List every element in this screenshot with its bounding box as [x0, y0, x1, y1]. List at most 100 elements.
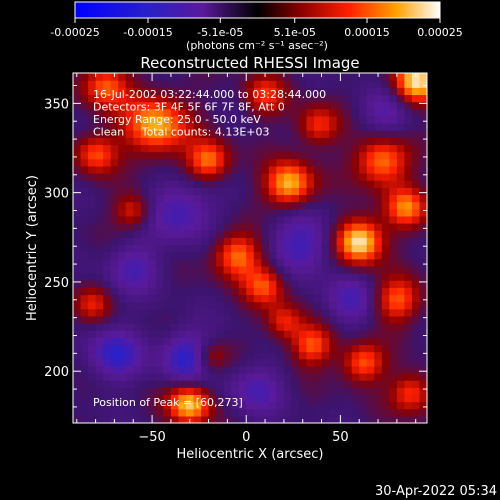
heatmap-cell — [73, 130, 82, 138]
heatmap-cell — [201, 108, 210, 117]
heatmap-cell — [133, 137, 142, 146]
heatmap-cell — [359, 201, 368, 210]
heatmap-cell — [193, 87, 202, 96]
heatmap-cell — [411, 215, 421, 224]
heatmap-cell — [404, 408, 413, 417]
heatmap-cell — [178, 201, 187, 210]
heatmap-cell — [155, 215, 164, 224]
heatmap-cell — [118, 123, 127, 131]
heatmap-cell — [103, 215, 112, 224]
heatmap-cell — [223, 187, 232, 196]
heatmap-cell — [170, 330, 180, 338]
heatmap-cell — [170, 365, 180, 374]
heatmap-cell — [276, 408, 285, 417]
heatmap-cell — [321, 230, 330, 238]
heatmap-cell — [148, 144, 157, 153]
heatmap-cell — [88, 315, 97, 324]
heatmap-cell — [246, 173, 255, 181]
heatmap-cell — [95, 401, 104, 410]
heatmap-cell — [103, 273, 112, 281]
heatmap-cell — [419, 408, 427, 417]
heatmap-cell — [344, 101, 353, 110]
heatmap-cell — [208, 394, 217, 403]
heatmap-cell — [223, 165, 232, 174]
heatmap-cell — [148, 137, 157, 146]
heatmap-cell — [103, 323, 112, 331]
heatmap-cell — [359, 373, 368, 381]
heatmap-cell — [419, 180, 427, 188]
heatmap-cell — [306, 108, 315, 117]
heatmap-cell — [140, 330, 149, 338]
heatmap-cell — [381, 151, 390, 160]
heatmap-cell — [73, 94, 82, 103]
heatmap-cell — [238, 415, 247, 423]
heatmap-cell — [103, 173, 112, 181]
heatmap-cell — [321, 394, 330, 403]
heatmap-cell — [276, 130, 285, 138]
heatmap-cell — [283, 194, 293, 203]
heatmap-cell — [321, 373, 330, 381]
heatmap-cell — [223, 208, 232, 217]
heatmap-cell — [110, 344, 119, 353]
heatmap-cell — [133, 394, 142, 403]
heatmap-cell — [253, 115, 262, 124]
heatmap-cell — [381, 165, 390, 174]
heatmap-cell — [88, 151, 97, 160]
heatmap-cell — [268, 230, 277, 238]
heatmap-cell — [366, 158, 375, 167]
heatmap-cell — [155, 87, 164, 96]
heatmap-cell — [306, 158, 315, 167]
heatmap-cell — [140, 373, 149, 381]
heatmap-cell — [404, 130, 413, 138]
heatmap-cell — [148, 115, 157, 124]
heatmap-cell — [118, 251, 127, 260]
heatmap-cell — [381, 280, 390, 288]
heatmap-cell — [238, 265, 247, 274]
heatmap-cell — [329, 287, 338, 296]
heatmap-cell — [253, 151, 262, 160]
heatmap-cell — [314, 344, 323, 353]
heatmap-cell — [336, 315, 345, 324]
heatmap-cell — [238, 237, 247, 246]
heatmap-cell — [155, 408, 164, 417]
heatmap-cell — [246, 380, 255, 388]
heatmap-cell — [155, 194, 164, 203]
heatmap-cell — [366, 258, 375, 267]
heatmap-cell — [351, 187, 360, 196]
heatmap-cell — [95, 73, 104, 81]
heatmap-cell — [133, 337, 142, 346]
heatmap-cell — [306, 415, 315, 423]
heatmap-cell — [238, 223, 247, 231]
heatmap-cell — [73, 223, 82, 231]
heatmap-cell — [374, 108, 383, 117]
heatmap-cell — [396, 80, 406, 88]
heatmap-cell — [125, 230, 134, 238]
heatmap-cell — [133, 108, 142, 117]
heatmap-cell — [396, 258, 406, 267]
heatmap-cell — [178, 130, 187, 138]
heatmap-cell — [344, 330, 353, 338]
heatmap-cell — [389, 330, 398, 338]
heatmap-cell — [201, 215, 210, 224]
heatmap-cell — [389, 230, 398, 238]
heatmap-cell — [216, 308, 225, 317]
heatmap-cell — [140, 273, 149, 281]
heatmap-cell — [389, 201, 398, 210]
heatmap-cell — [329, 94, 338, 103]
heatmap-cell — [178, 308, 187, 317]
heatmap-cell — [374, 180, 383, 188]
heatmap-cell — [216, 265, 225, 274]
heatmap-cell — [80, 115, 89, 124]
heatmap-cell — [246, 73, 255, 81]
heatmap-cell — [88, 223, 97, 231]
heatmap-cell — [103, 73, 112, 81]
heatmap-cell — [103, 201, 112, 210]
heatmap-cell — [306, 101, 315, 110]
heatmap-cell — [411, 337, 421, 346]
heatmap-cell — [351, 94, 360, 103]
heatmap-cell — [163, 101, 172, 110]
x-tick-label: −50 — [138, 430, 165, 445]
heatmap-cell — [208, 365, 217, 374]
heatmap-cell — [298, 244, 308, 253]
heatmap-cell — [404, 387, 413, 396]
